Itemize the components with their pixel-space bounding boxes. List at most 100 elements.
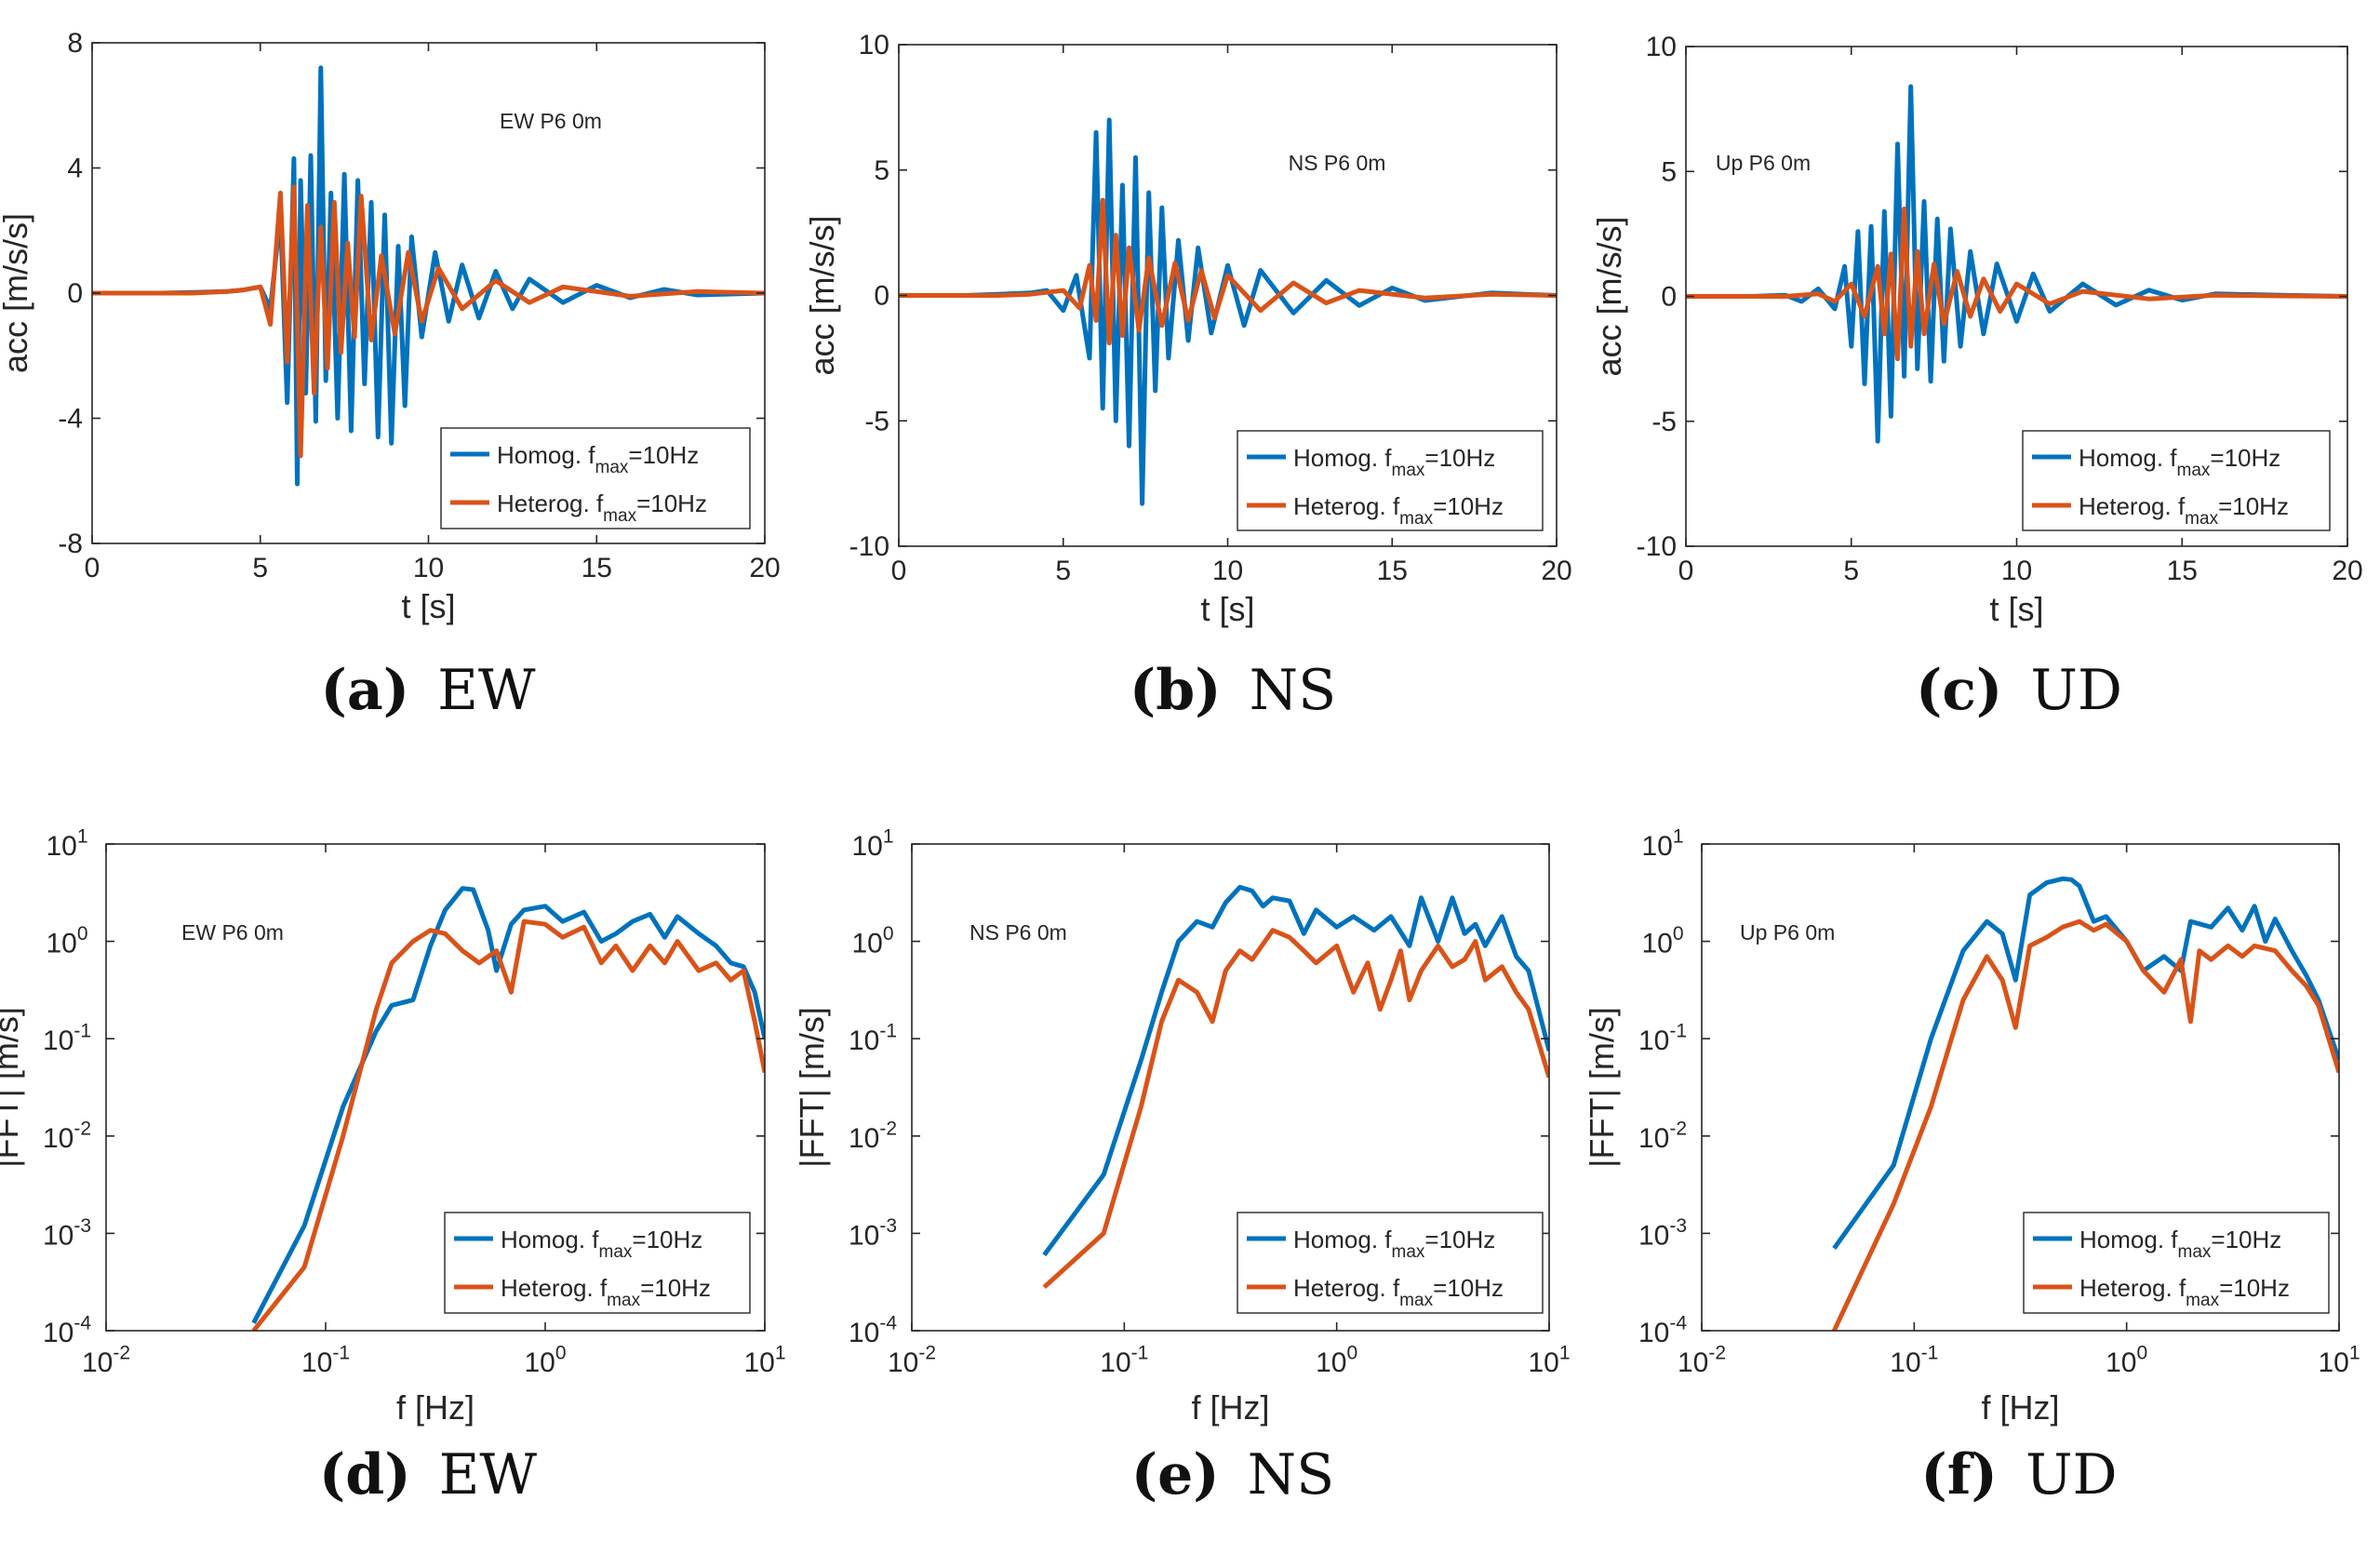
y-tick-label: 10 (1646, 32, 1677, 62)
y-tick-label: 10 (859, 30, 889, 60)
legend-box (440, 427, 751, 529)
caption-e: (e) NS (1131, 1442, 1335, 1508)
x-tick-label: 5 (1843, 556, 1859, 586)
y-tick-label: 100 (46, 923, 87, 959)
y-tick-label: 10-3 (1638, 1215, 1687, 1252)
series-line-homog (1832, 876, 2339, 1251)
x-tick-label: 100 (2106, 1343, 2147, 1379)
legend: Homog. fmax=10Hz Heterog. fmax=10Hz (1237, 430, 1544, 531)
legend-box (1237, 1212, 1544, 1314)
axes-box (105, 843, 766, 1332)
x-tick-label: 20 (749, 553, 780, 583)
x-tick-label: 15 (582, 553, 612, 583)
series-line-heterog (1042, 928, 1549, 1290)
x-tick-label: 100 (1316, 1343, 1357, 1379)
y-tick-label: 10-4 (43, 1313, 91, 1349)
x-tick-label: 10-2 (82, 1343, 130, 1379)
legend-label-homog: Homog. fmax=10Hz (497, 441, 699, 477)
x-axis-label: f [Hz] (1981, 1388, 2059, 1427)
y-tick-label: 10-3 (43, 1215, 91, 1252)
y-tick-label: 10-4 (1638, 1313, 1687, 1349)
legend: Homog. fmax=10Hz Heterog. fmax=10Hz (2023, 1212, 2330, 1314)
legend-box (2023, 1212, 2330, 1314)
series-line-homog (251, 886, 765, 1324)
caption-d: (d) EW (319, 1442, 538, 1508)
x-tick-label: 10-1 (1100, 1343, 1148, 1379)
x-axis-label: f [Hz] (396, 1388, 475, 1427)
annotation: EW P6 0m (181, 920, 284, 945)
y-axis-label: |FFT| [m/s] (1583, 1007, 1621, 1168)
y-tick-label: 8 (67, 28, 83, 59)
y-tick-label: -4 (58, 404, 83, 435)
x-tick-label: 10-2 (888, 1343, 936, 1379)
annotation: Up P6 0m (1740, 920, 1835, 945)
x-tick-label: 10-2 (1678, 1343, 1726, 1379)
legend-label-heterog: Heterog. fmax=10Hz (1293, 492, 1504, 529)
caption-b: (b) NS (1130, 658, 1336, 723)
annotation: EW P6 0m (500, 109, 602, 133)
y-tick-label: 10-1 (43, 1021, 91, 1057)
legend-label-homog: Homog. fmax=10Hz (2079, 1226, 2281, 1262)
x-tick-label: 15 (2167, 556, 2198, 586)
y-tick-label: -8 (58, 529, 83, 559)
y-tick-label: 10-2 (1638, 1118, 1687, 1154)
x-tick-label: 10-1 (301, 1343, 350, 1379)
y-tick-label: 0 (1661, 282, 1677, 313)
legend: Homog. fmax=10Hz Heterog. fmax=10Hz (2022, 430, 2331, 531)
x-tick-label: 15 (1377, 556, 1408, 586)
y-tick-label: 101 (1641, 826, 1683, 863)
x-tick-label: 100 (524, 1343, 566, 1379)
y-tick-label: 0 (874, 281, 889, 312)
y-tick-label: 101 (851, 826, 893, 863)
legend-label-heterog: Heterog. fmax=10Hz (1293, 1274, 1504, 1310)
legend-label-heterog: Heterog. fmax=10Hz (501, 1274, 711, 1310)
x-tick-label: 20 (2332, 556, 2362, 586)
y-tick-label: -10 (1637, 531, 1677, 562)
x-tick-label: 5 (252, 553, 268, 583)
y-tick-label: 101 (46, 826, 87, 863)
series-line-heterog (1832, 918, 2339, 1331)
y-tick-label: 100 (851, 923, 893, 959)
y-axis-label: acc [m/s/s] (1590, 216, 1628, 376)
x-tick-label: 0 (891, 556, 907, 586)
chart-d: 10-2 10-1 100 101 10-4 10-3 10-2 10-1 100 101 f [H… (0, 826, 786, 1427)
legend: Homog. fmax=10Hz Heterog. fmax=10Hz (1237, 1212, 1544, 1314)
y-tick-label: 10-1 (849, 1021, 897, 1057)
legend: Homog. fmax=10Hz Heterog. fmax=10Hz (440, 427, 751, 529)
axes-box (911, 843, 1550, 1332)
legend-box (2022, 430, 2331, 531)
legend-box (444, 1212, 751, 1314)
y-tick-label: 0 (67, 278, 83, 309)
x-axis-label: t [s] (401, 587, 455, 625)
caption-c: (c) UD (1916, 658, 2122, 723)
chart-b: 0 5 10 15 20 -10 -5 0 5 10 t [s] acc [m/s/s] NS P6 0… (803, 30, 1572, 628)
y-tick-label: 10-3 (849, 1215, 897, 1252)
x-axis-label: f [Hz] (1191, 1388, 1269, 1427)
series-line-heterog (92, 184, 765, 459)
y-tick-label: -5 (864, 406, 889, 436)
x-tick-label: 10 (1212, 556, 1243, 586)
y-axis-label: |FFT| [m/s] (793, 1007, 831, 1168)
legend-label-heterog: Heterog. fmax=10Hz (2079, 1274, 2290, 1310)
y-tick-label: 100 (1641, 923, 1683, 959)
legend-label-heterog: Heterog. fmax=10Hz (497, 489, 707, 526)
x-tick-label: 101 (2318, 1343, 2360, 1379)
y-axis-label: acc [m/s/s] (803, 215, 841, 375)
y-tick-label: 10-4 (849, 1313, 897, 1349)
y-tick-label: 5 (1661, 156, 1677, 187)
x-tick-label: 10-1 (1890, 1343, 1938, 1379)
legend-label-homog: Homog. fmax=10Hz (2079, 444, 2280, 480)
annotation: NS P6 0m (969, 920, 1067, 945)
series-line-heterog (899, 197, 1557, 346)
series-line-heterog (251, 918, 765, 1331)
y-tick-label: 10-2 (849, 1118, 897, 1154)
legend-label-homog: Homog. fmax=10Hz (1293, 1226, 1495, 1262)
y-axis-label: acc [m/s/s] (0, 213, 34, 373)
x-axis-label: t [s] (1200, 590, 1254, 628)
x-tick-label: 20 (1541, 556, 1571, 586)
legend-label-homog: Homog. fmax=10Hz (501, 1226, 702, 1262)
series-line-heterog (1686, 207, 2347, 362)
x-tick-label: 10 (2001, 556, 2032, 586)
x-tick-label: 5 (1055, 556, 1071, 586)
series-line-homog (1686, 84, 2347, 444)
